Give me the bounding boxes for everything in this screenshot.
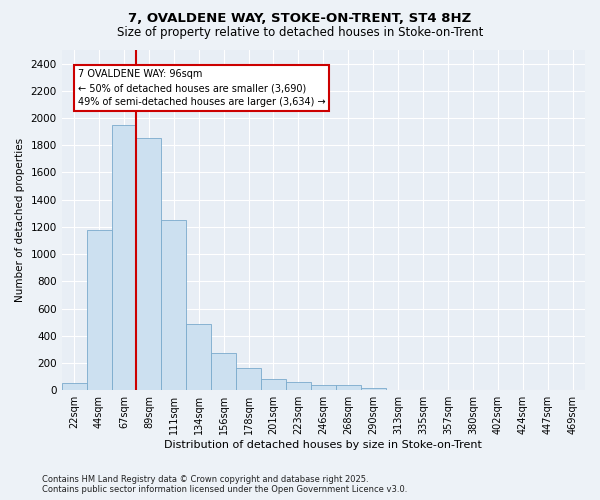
Y-axis label: Number of detached properties: Number of detached properties <box>15 138 25 302</box>
Text: 7 OVALDENE WAY: 96sqm
← 50% of detached houses are smaller (3,690)
49% of semi-d: 7 OVALDENE WAY: 96sqm ← 50% of detached … <box>78 69 325 107</box>
X-axis label: Distribution of detached houses by size in Stoke-on-Trent: Distribution of detached houses by size … <box>164 440 482 450</box>
Bar <box>311 386 336 390</box>
Bar <box>86 230 112 390</box>
Bar <box>112 125 136 390</box>
Bar <box>286 382 311 390</box>
Bar <box>186 324 211 390</box>
Bar <box>361 388 386 390</box>
Bar <box>211 354 236 390</box>
Bar <box>236 368 261 390</box>
Text: Size of property relative to detached houses in Stoke-on-Trent: Size of property relative to detached ho… <box>117 26 483 39</box>
Text: Contains HM Land Registry data © Crown copyright and database right 2025.
Contai: Contains HM Land Registry data © Crown c… <box>42 474 407 494</box>
Text: 7, OVALDENE WAY, STOKE-ON-TRENT, ST4 8HZ: 7, OVALDENE WAY, STOKE-ON-TRENT, ST4 8HZ <box>128 12 472 26</box>
Bar <box>62 384 86 390</box>
Bar <box>161 220 186 390</box>
Bar <box>336 386 361 390</box>
Bar <box>136 138 161 390</box>
Bar <box>261 380 286 390</box>
